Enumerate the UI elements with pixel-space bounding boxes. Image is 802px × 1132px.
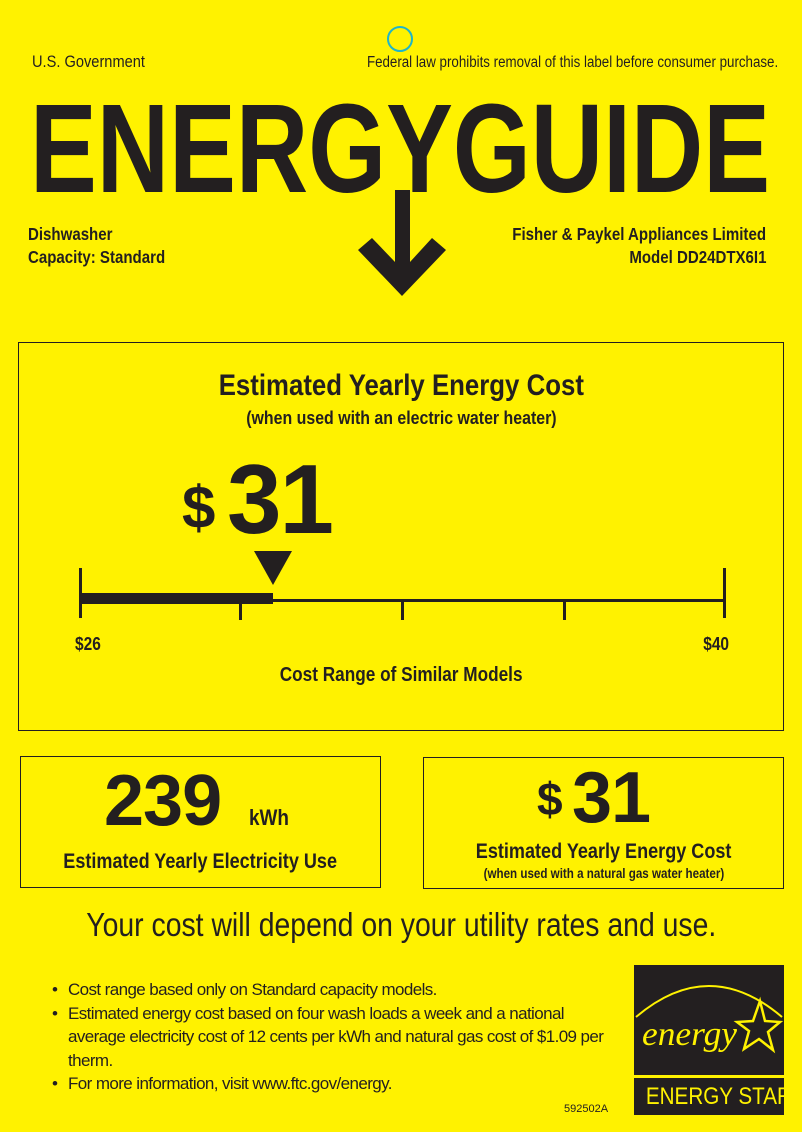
electric-cost-panel: Estimated Yearly Energy Cost (when used … <box>18 342 784 731</box>
cost-currency: $ <box>182 474 216 541</box>
cost-subtitle: (when used with an electric water heater… <box>245 407 557 428</box>
svg-text:energy: energy <box>642 1016 738 1053</box>
electricity-use-panel: 239 kWh Estimated Yearly Electricity Use <box>20 756 381 888</box>
range-min: $26 <box>75 634 101 654</box>
cost-range-scale <box>79 599 725 602</box>
capacity: Capacity: Standard <box>28 247 166 267</box>
note-item: • For more information, visit www.ftc.gov… <box>52 1074 392 1093</box>
government-label: U.S. Government <box>32 52 145 71</box>
note-item: • Estimated energy cost based on four was… <box>52 1003 604 1070</box>
energy-star-label: ENERGY STAR <box>634 1078 792 1115</box>
cost-value: 31 <box>227 444 334 554</box>
scale-tick <box>239 602 242 620</box>
note-item: • Cost range based only on Standard capac… <box>52 980 437 999</box>
gas-cost-value: 31 <box>572 758 651 838</box>
disclaimer: Your cost will depend on your utility ra… <box>85 906 716 943</box>
gas-cost-panel: $ 31 Estimated Yearly Energy Cost (when … <box>423 757 784 889</box>
gas-cost-subtitle: (when used with a natural gas water heat… <box>483 866 724 881</box>
removal-notice: Federal law prohibits removal of this la… <box>366 54 778 71</box>
appliance-type: Dishwasher <box>28 224 113 244</box>
gas-cost-title: Estimated Yearly Energy Cost <box>475 840 732 863</box>
electricity-label: Estimated Yearly Electricity Use <box>63 850 338 873</box>
label-code: 592502A <box>564 1103 609 1115</box>
range-max: $40 <box>703 634 729 654</box>
energyguide-logo: ENERGYGUIDE <box>30 78 770 296</box>
cost-pointer-icon <box>254 551 292 585</box>
range-label: Cost Range of Similar Models <box>279 664 523 686</box>
scale-tick <box>563 602 566 620</box>
electricity-unit: kWh <box>249 805 289 830</box>
notes-list: • Cost range based only on Standard capac… <box>52 978 618 1096</box>
manufacturer: Fisher & Paykel Appliances Limited <box>512 224 766 244</box>
scale-tick <box>723 568 726 618</box>
electricity-value: 239 <box>104 761 222 841</box>
scale-tick <box>79 568 82 618</box>
energy-star-icon: energy <box>634 965 784 1075</box>
model-number: Model DD24DTX6I1 <box>628 247 766 267</box>
cost-title: Estimated Yearly Energy Cost <box>218 369 584 402</box>
energy-star-logo: energy ENERGY STAR <box>634 965 792 1115</box>
arrow-down-icon <box>358 190 446 296</box>
gas-cost-currency: $ <box>537 773 563 825</box>
scale-tick <box>401 602 404 620</box>
registration-circle-icon <box>387 26 413 52</box>
cost-range-fill <box>79 593 273 604</box>
